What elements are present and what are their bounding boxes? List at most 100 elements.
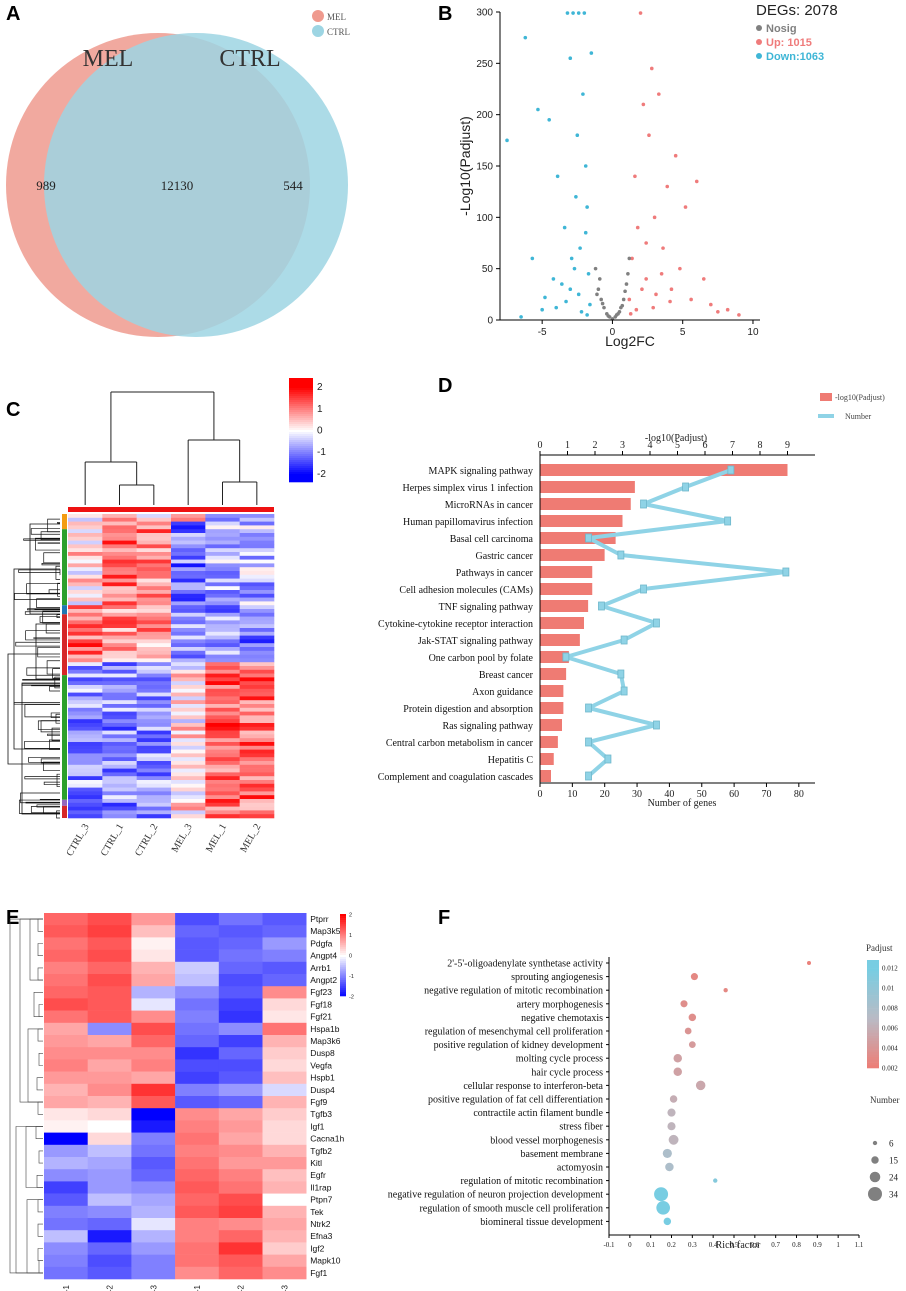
heatmap-c-cell (136, 635, 172, 640)
heatmap-c-cell (171, 552, 206, 557)
dendrogram-branch (18, 799, 60, 814)
heatmap-c-cell (136, 783, 172, 788)
dendrogram-branch (37, 1223, 43, 1237)
heatmap-c-cell (205, 780, 240, 785)
heatmap-c-cell (136, 574, 172, 579)
bubble-category-label: actomyosin (557, 1163, 603, 1174)
heatmap-c-cell (205, 639, 240, 644)
bubble-category-labels: 2'-5'-oligoadenylate synthetase activity… (388, 959, 604, 1228)
bubble-colorbar-step (867, 1022, 879, 1026)
heatmap-c-cluster-segment (62, 675, 67, 800)
heatmap-e-gene-label: Hspa1b (310, 1024, 340, 1034)
heatmap-e-cell (131, 1193, 176, 1207)
heatmap-e-cell (262, 961, 307, 975)
bubble-colorbar-step (867, 1041, 879, 1044)
heatmap-e: Ptprr Map3k5 Pdgfa Angpt4 Arrb1 Angpt2 Fgf23 Fg… (9, 913, 354, 1291)
heatmap-e-cell (44, 937, 88, 950)
heatmap-c-cell (205, 529, 240, 534)
kegg-category-label: TNF signaling pathway (439, 602, 533, 613)
heatmap-c-cell (171, 628, 206, 633)
volcano-point-up (630, 256, 634, 261)
heatmap-e-cell (218, 1083, 263, 1097)
heatmap-c-cell (171, 578, 206, 583)
bubble-category-label: basement membrane (521, 1149, 604, 1160)
bubble-x-tick-label: 0.3 (688, 1241, 697, 1249)
heatmap-c-cell (136, 780, 172, 785)
heatmap-c-cell (102, 711, 137, 716)
heatmap-e-cell (262, 949, 307, 963)
heatmap-c-cell (68, 704, 103, 709)
heatmap-e-gene-label: Mapk10 (310, 1256, 341, 1266)
heatmap-e-cell (175, 949, 220, 963)
venn-diagram: MEL CTRL 989 12130 544 MEL CTRL (6, 10, 350, 337)
heatmap-c-cell (68, 745, 103, 750)
heatmap-e-cell (44, 1157, 88, 1170)
heatmap-c-cell (68, 787, 103, 792)
heatmap-c-colorbar-step (289, 416, 313, 419)
heatmap-e-colorbar-step (340, 942, 346, 946)
volcano-plot: 0 50 100 150 200 250 300 -5 0 5 10 Log2FC -Log10(… (457, 2, 838, 349)
heatmap-c-column-label: MEL_3 (170, 822, 195, 854)
heatmap-e-cell (262, 1181, 307, 1194)
heatmap-e-colorbar-step (340, 924, 346, 927)
heatmap-e-gene-label: Dusp8 (310, 1048, 335, 1058)
kegg-top-tick-label: 8 (758, 440, 763, 451)
heatmap-c-colorbar-step (289, 446, 313, 449)
heatmap-c-cell (171, 711, 206, 716)
heatmap-c-column-label: CTRL_1 (99, 822, 126, 858)
heatmap-e-cell (175, 1205, 220, 1219)
heatmap-c-cell (171, 590, 206, 595)
dendrogram-branch (28, 757, 60, 763)
heatmap-c-cell (171, 574, 206, 579)
heatmap-c-cell (136, 662, 172, 667)
heatmap-e-cell (44, 1169, 88, 1182)
heatmap-c-cell (171, 681, 206, 686)
volcano-point-down (571, 11, 575, 15)
heatmap-c-cell (136, 776, 172, 781)
volcano-point-down (547, 118, 551, 122)
heatmap-e-cell (218, 1059, 263, 1072)
heatmap-c-cell (239, 715, 275, 720)
volcano-point-down (574, 195, 578, 199)
heatmap-c-cell (239, 795, 275, 800)
heatmap-c-cell (205, 647, 240, 652)
heatmap-c-cell (239, 624, 275, 629)
volcano-point-down (583, 230, 588, 235)
kegg-category-label: MicroRNAs in cancer (445, 500, 534, 511)
heatmap-c-colorbar-step (289, 430, 313, 433)
heatmap-c-colorbar-step (289, 428, 313, 431)
heatmap-c-cell (205, 669, 240, 674)
volcano-x-tick-label: -5 (538, 327, 547, 338)
heatmap-c-colorbar: 2 1 0 -1 -2 (289, 378, 326, 483)
volcano-title: DEGs: 2078 (756, 2, 838, 19)
kegg-number-line (562, 465, 790, 781)
heatmap-e-colorbar-step (340, 914, 346, 917)
volcano-point-nosig (600, 301, 605, 306)
heatmap-c-cell (239, 533, 275, 538)
heatmap-e-cell (44, 1022, 88, 1036)
volcano-point-down (536, 107, 540, 112)
heatmap-c-cell (171, 586, 206, 591)
heatmap-c-cell (205, 635, 240, 640)
heatmap-e-cell (262, 1218, 307, 1231)
heatmap-c-cell (239, 612, 275, 617)
volcano-point-down (582, 11, 587, 15)
dendrogram-branch (30, 528, 60, 535)
heatmap-c: 2 1 0 -1 -2 CTRL_3 CTRL_1 CTRL_2 MEL_3 MEL_1 MEL_… (7, 378, 326, 858)
heatmap-c-colorbar-step (289, 402, 313, 405)
heatmap-c-cell (102, 590, 137, 595)
heatmap-c-cell (102, 574, 137, 579)
heatmap-c-colorbar-step (289, 468, 313, 471)
kegg-number-point (585, 533, 592, 543)
heatmap-e-cell (44, 1120, 88, 1133)
heatmap-c-cell (102, 715, 137, 720)
heatmap-c-cell (171, 745, 206, 750)
bubble-colorbar-step (867, 1046, 879, 1050)
heatmap-e-gene-label: Vegfa (310, 1060, 332, 1070)
heatmap-c-cell (239, 776, 275, 781)
dendrogram-branch (40, 531, 60, 541)
heatmap-e-gene-label: Tek (310, 1207, 324, 1217)
heatmap-c-cell (68, 696, 103, 701)
heatmap-c-cell (136, 745, 172, 750)
heatmap-c-cell (102, 639, 137, 644)
